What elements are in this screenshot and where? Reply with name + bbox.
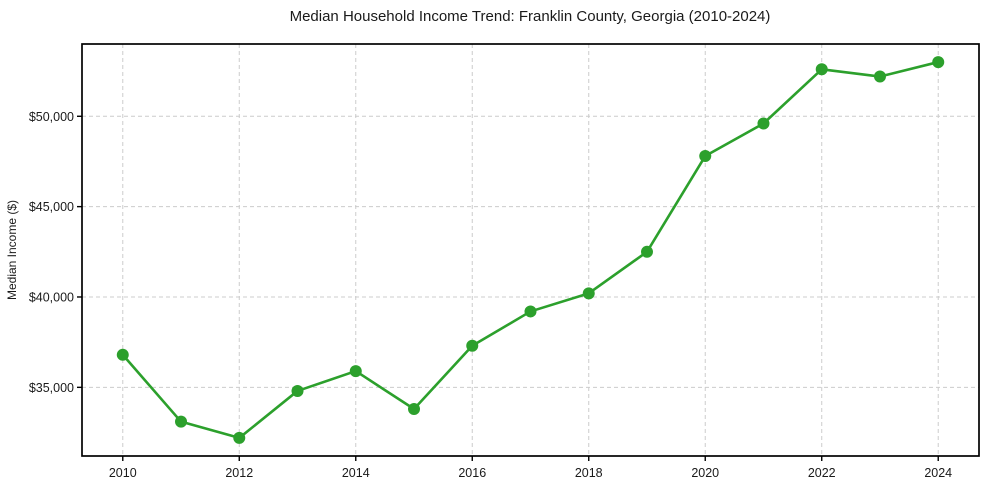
- y-tick-label: $50,000: [29, 110, 74, 124]
- x-tick-label: 2020: [691, 466, 719, 480]
- data-point-marker: [524, 305, 537, 318]
- data-point-marker: [640, 245, 653, 258]
- income-trend-line: [121, 60, 940, 440]
- data-point-marker: [757, 117, 770, 130]
- data-point-marker: [116, 348, 129, 361]
- data-point-marker: [349, 365, 362, 378]
- data-point-marker: [582, 287, 595, 300]
- x-tick-label: 2016: [458, 466, 486, 480]
- axes-layer: 2010 2012 2014 2016 2018 2020 2022 2024 $35,000 $…: [29, 43, 980, 480]
- y-tick-label: $35,000: [29, 381, 74, 395]
- x-tick-label: 2018: [575, 466, 603, 480]
- y-tick-label: $45,000: [29, 200, 74, 214]
- data-point-marker: [873, 70, 886, 83]
- x-tick-label: 2024: [924, 466, 952, 480]
- data-point-marker: [466, 339, 479, 352]
- data-point-marker: [233, 431, 246, 444]
- x-tick-label: 2012: [225, 466, 253, 480]
- chart-title: Median Household Income Trend: Franklin …: [290, 8, 771, 25]
- data-point-marker: [291, 384, 304, 397]
- plot-border: [81, 43, 980, 457]
- x-tick-label: 2014: [342, 466, 370, 480]
- y-tick-label: $40,000: [29, 290, 74, 304]
- grid-layer: [82, 44, 979, 456]
- data-point-marker: [175, 415, 188, 428]
- data-point-marker: [699, 150, 712, 163]
- data-point-marker: [815, 63, 828, 76]
- data-point-marker: [932, 56, 945, 69]
- x-tick-label: 2010: [109, 466, 137, 480]
- data-point-marker: [408, 403, 421, 416]
- x-tick-label: 2022: [808, 466, 836, 480]
- y-axis-label: Median Income ($): [5, 200, 19, 300]
- series-layer: [116, 56, 945, 444]
